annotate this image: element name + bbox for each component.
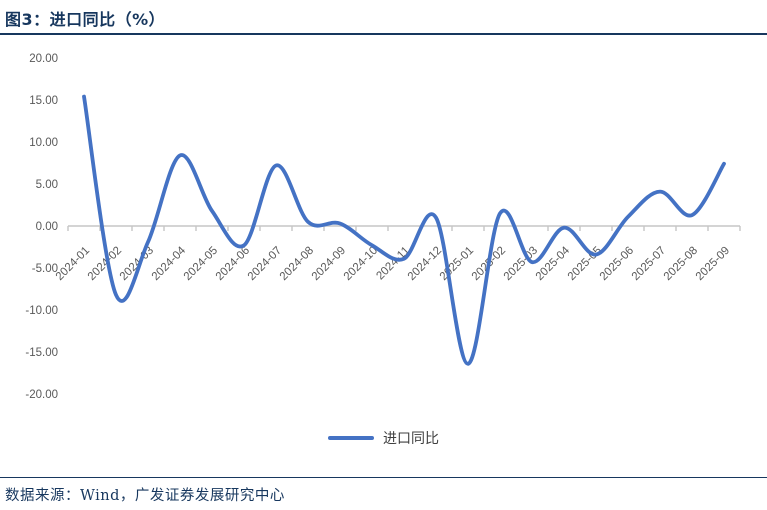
- svg-text:2024-04: 2024-04: [150, 244, 189, 283]
- svg-text:0.00: 0.00: [36, 221, 58, 233]
- svg-text:-10.00: -10.00: [25, 305, 58, 317]
- svg-text:10.00: 10.00: [29, 137, 58, 149]
- legend-line-swatch: [328, 436, 374, 440]
- svg-text:2024-05: 2024-05: [182, 245, 220, 283]
- svg-text:-5.00: -5.00: [32, 263, 58, 275]
- svg-text:2024-06: 2024-06: [214, 245, 252, 283]
- svg-text:2024-07: 2024-07: [246, 245, 284, 283]
- source-divider: [0, 477, 767, 478]
- svg-text:5.00: 5.00: [36, 179, 58, 191]
- svg-text:20.00: 20.00: [29, 53, 58, 65]
- svg-text:2024-08: 2024-08: [278, 245, 316, 283]
- svg-text:15.00: 15.00: [29, 95, 58, 107]
- figure-title: 图3：进口同比（%）: [5, 10, 166, 29]
- svg-text:2025-09: 2025-09: [694, 245, 732, 283]
- svg-text:2024-09: 2024-09: [310, 245, 348, 283]
- svg-text:2025-07: 2025-07: [630, 245, 668, 283]
- chart-legend: 进口同比: [0, 428, 767, 448]
- import-yoy-line-chart: 20.00 15.00 10.00 5.00 0.00 -5.00 -10.00 -15.00…: [25, 53, 741, 401]
- svg-text:2024-10: 2024-10: [342, 245, 380, 283]
- svg-text:2025-08: 2025-08: [662, 245, 700, 283]
- svg-text:-20.00: -20.00: [25, 389, 58, 401]
- svg-text:2024-01: 2024-01: [54, 245, 92, 283]
- title-divider: [0, 33, 767, 35]
- svg-text:2025-04: 2025-04: [534, 244, 573, 283]
- source-note: 数据来源：Wind，广发证券发展研究中心: [5, 488, 285, 504]
- legend-label: 进口同比: [383, 431, 439, 447]
- svg-text:-15.00: -15.00: [25, 347, 58, 359]
